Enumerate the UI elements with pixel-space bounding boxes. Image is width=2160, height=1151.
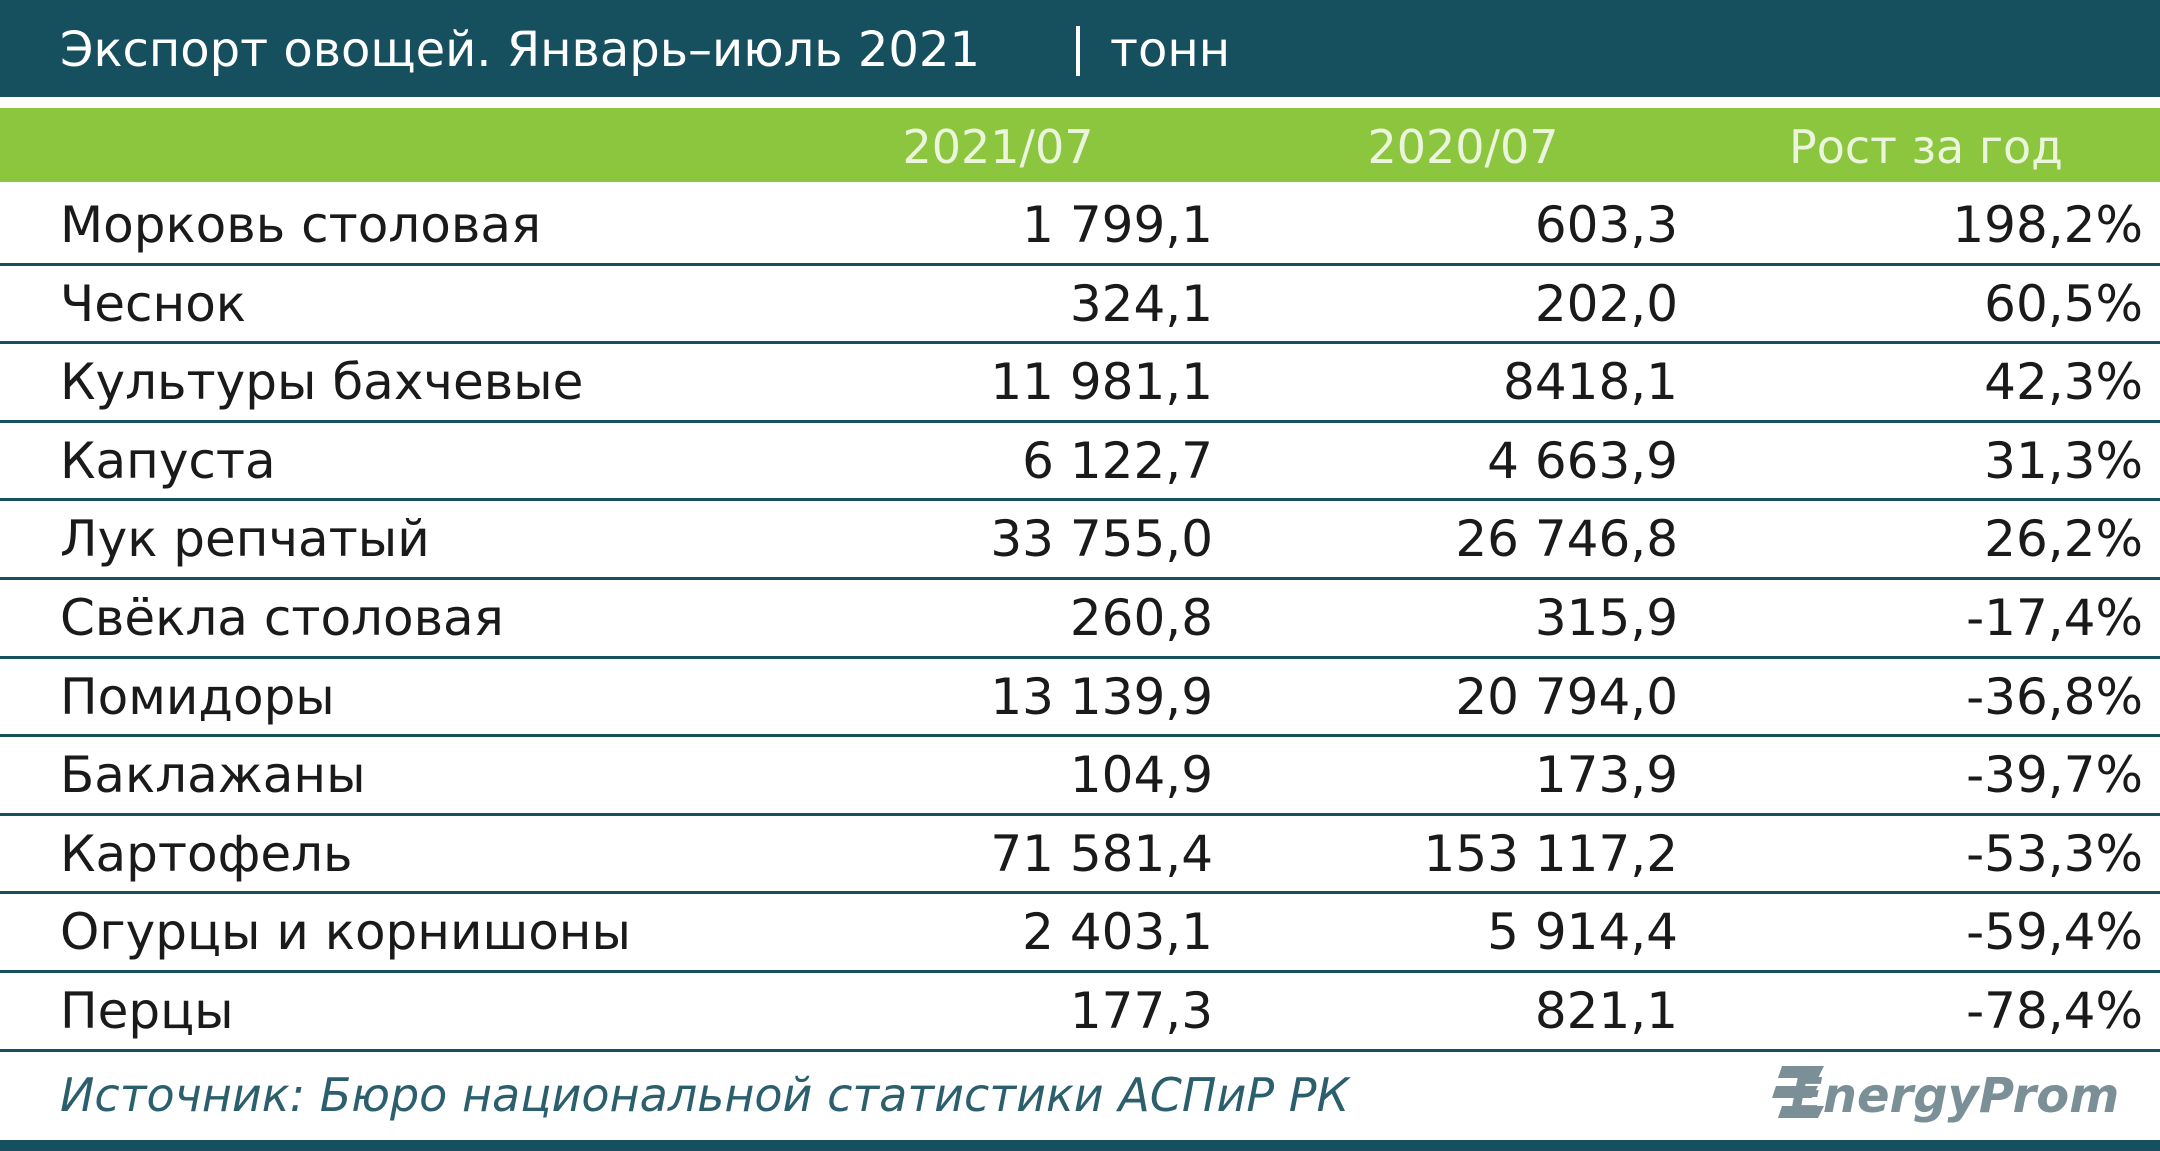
cell-value: 324,1 <box>1069 274 1213 333</box>
cell-value: 60,5% <box>1984 274 2143 333</box>
cell-value: 71 581,4 <box>990 824 1213 883</box>
column-header: 2021/07 <box>902 120 1094 174</box>
cell-value: -17,4% <box>1966 589 2143 647</box>
row-divider <box>0 577 2160 580</box>
row-label: Чеснок <box>60 274 247 333</box>
row-label: Картофель <box>60 824 353 883</box>
source: Источник: Бюро национальной статистики А… <box>60 1068 1350 1122</box>
cell-value: 177,3 <box>1069 982 1213 1040</box>
row-divider <box>0 812 2160 816</box>
cell-value: 4 663,9 <box>1487 431 1678 490</box>
cell-value: -53,3% <box>1966 824 2143 883</box>
bottom-bar <box>0 1140 2160 1151</box>
logo: EnergyProm <box>1790 1068 2120 1124</box>
cell-value: 153 117,2 <box>1423 824 1678 883</box>
cell-value: 202,0 <box>1534 274 1678 333</box>
row-divider <box>0 341 2160 345</box>
cell-value: 104,9 <box>1069 746 1213 805</box>
row-divider <box>0 970 2160 973</box>
cell-value: 5 914,4 <box>1487 903 1678 962</box>
cell-value: 42,3% <box>1984 353 2143 412</box>
cell-value: 1 799,1 <box>1022 196 1213 254</box>
row-label: Свёкла столовая <box>60 589 504 647</box>
cell-value: -36,8% <box>1966 667 2143 726</box>
cell-value: 315,9 <box>1534 589 1678 647</box>
cell-value: -39,7% <box>1966 746 2143 805</box>
column-header: Рост за год <box>1789 120 2063 174</box>
row-label: Морковь столовая <box>60 196 542 254</box>
row-label: Перцы <box>60 982 234 1040</box>
row-divider <box>0 891 2160 895</box>
cell-value: -59,4% <box>1966 903 2143 962</box>
unit: тонн <box>1110 22 1231 78</box>
cell-value: 173,9 <box>1534 746 1678 805</box>
separator <box>1076 26 1080 76</box>
row-divider <box>0 1048 2160 1052</box>
row-divider <box>0 262 2160 266</box>
row-divider <box>0 734 2160 738</box>
title-bar <box>0 0 2160 97</box>
logo-icon <box>1772 1066 1824 1118</box>
cell-value: 198,2% <box>1952 196 2143 254</box>
row-label: Огурцы и корнишоны <box>60 903 631 962</box>
cell-value: 821,1 <box>1534 982 1678 1040</box>
cell-value: 603,3 <box>1534 196 1678 254</box>
header-bar <box>0 108 2160 182</box>
cell-value: 33 755,0 <box>990 510 1213 569</box>
cell-value: 8418,1 <box>1503 353 1678 412</box>
row-divider <box>0 419 2160 423</box>
cell-value: 26,2% <box>1984 510 2143 569</box>
row-divider <box>0 655 2160 659</box>
cell-value: 6 122,7 <box>1022 431 1213 490</box>
cell-value: 11 981,1 <box>990 353 1213 412</box>
column-header: 2020/07 <box>1367 120 1559 174</box>
cell-value: -78,4% <box>1966 982 2143 1040</box>
row-label: Баклажаны <box>60 746 366 805</box>
cell-value: 31,3% <box>1984 431 2143 490</box>
title: Экспорт овощей. Январь–июль 2021 <box>60 22 980 78</box>
cell-value: 26 746,8 <box>1455 510 1678 569</box>
cell-value: 2 403,1 <box>1022 903 1213 962</box>
row-divider <box>0 498 2160 502</box>
cell-value: 260,8 <box>1069 589 1213 647</box>
cell-value: 13 139,9 <box>990 667 1213 726</box>
row-label: Лук репчатый <box>60 510 430 569</box>
row-label: Культуры бахчевые <box>60 353 584 412</box>
row-label: Помидоры <box>60 667 335 726</box>
row-label: Капуста <box>60 431 276 490</box>
cell-value: 20 794,0 <box>1455 667 1678 726</box>
